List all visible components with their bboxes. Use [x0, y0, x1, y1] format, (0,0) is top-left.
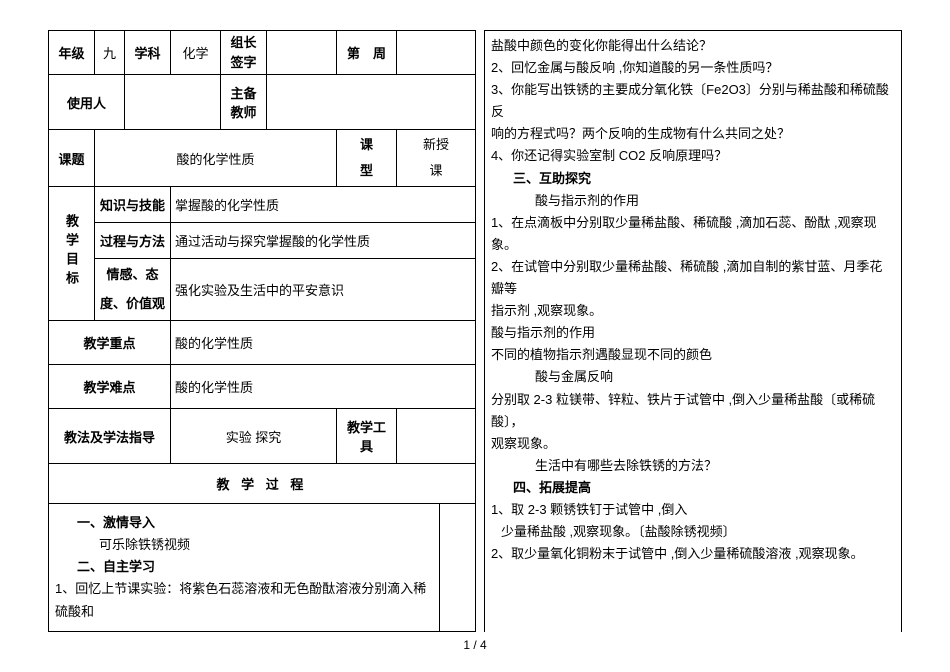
method-label: 教法及学法指导 — [49, 409, 171, 464]
focus-label: 教学重点 — [49, 321, 171, 365]
topic-label: 课题 — [49, 130, 95, 187]
process-right-margin — [439, 504, 475, 630]
r-s4-title: 四、拓展提高 — [491, 477, 895, 499]
grade-label: 年级 — [49, 31, 95, 75]
tools-value — [397, 409, 476, 464]
r-s3-sub: 酸与指示剂的作用 — [491, 190, 895, 212]
leader-value — [267, 31, 337, 75]
process-header: 教 学 过 程 — [48, 464, 476, 504]
r-s3-l3: 指示剂 ,观察现象。 — [491, 300, 895, 322]
r-s3-title: 三、互助探究 — [491, 168, 895, 190]
process-left-section: 一、激情导入 可乐除铁锈视频 二、自主学习 1、回忆上节课实验：将紫色石蕊溶液和… — [48, 504, 476, 631]
knowledge-label: 知识与技能 — [95, 187, 171, 223]
r-s3-l7: 观察现象。 — [491, 433, 895, 455]
difficulty-value: 酸的化学性质 — [171, 365, 476, 409]
knowledge-value: 掌握酸的化学性质 — [171, 187, 476, 223]
s1-line1: 可乐除铁锈视频 — [55, 534, 433, 556]
week-label: 第 周 — [337, 31, 397, 75]
r-s4-l1: 1、取 2-3 颗锈铁钉于试管中 ,倒入 — [491, 499, 895, 521]
tools-label: 教学工具 — [337, 409, 397, 464]
r-l1: 盐酸中颜色的变化你能得出什么结论？ — [491, 35, 895, 57]
subject-label: 学科 — [125, 31, 171, 75]
r-s4-l3: 2、取少量氧化铜粉末于试管中 ,倒入少量稀硫酸溶液 ,观察现象。 — [491, 543, 895, 565]
s2-line1: 1、回忆上节课实验：将紫色石蕊溶液和无色酚酞溶液分别滴入稀硫酸和 — [55, 578, 433, 622]
main-teacher-value — [267, 75, 476, 130]
r-s3-l6: 分别取 2-3 粒镁带、锌粒、铁片于试管中 ,倒入少量稀盐酸〔或稀硫酸〕， — [491, 389, 895, 433]
r-l3: 3、你能写出铁锈的主要成分氧化铁〔Fe2O3〕分别与稀盐酸和稀硫酸反 — [491, 79, 895, 123]
leader-label: 组长签字 — [221, 31, 267, 75]
r-s3-sub2: 酸与金属反响 — [491, 366, 895, 388]
r-s3-l5: 不同的植物指示剂遇酸显现不同的颜色 — [491, 344, 895, 366]
r-s3-l8: 生活中有哪些去除铁锈的方法？ — [491, 455, 895, 477]
s1-title: 一、激情导入 — [55, 512, 433, 534]
user-label: 使用人 — [49, 75, 125, 130]
r-s3-l4: 酸与指示剂的作用 — [491, 322, 895, 344]
s2-title: 二、自主学习 — [55, 556, 433, 578]
emotion-label: 情感、态度、价值观 — [95, 259, 171, 321]
difficulty-label: 教学难点 — [49, 365, 171, 409]
r-l2: 2、回忆金属与酸反响 ,你知道酸的另一条性质吗？ — [491, 57, 895, 79]
focus-value: 酸的化学性质 — [171, 321, 476, 365]
page-number: 1 / 4 — [463, 638, 486, 652]
week-value — [397, 31, 476, 75]
method-value: 实验 探究 — [171, 409, 337, 464]
main-teacher-label: 主备教师 — [221, 75, 267, 130]
r-l4: 响的方程式吗？两个反响的生成物有什么共同之处？ — [491, 123, 895, 145]
objectives-label: 教学目标 — [49, 187, 95, 321]
r-s3-l1: 1、在点滴板中分别取少量稀盐酸、稀硫酸 ,滴加石蕊、酚酞 ,观察现象。 — [491, 212, 895, 256]
class-type-label: 课型 — [337, 130, 397, 187]
grade-value: 九 — [95, 31, 125, 75]
r-s4-l2: 少量稀盐酸 ,观察现象。〔盐酸除锈视频〕 — [491, 521, 895, 543]
class-type-value: 新授课 — [397, 130, 476, 187]
r-l5: 4、你还记得实验室制 CO2 反响原理吗？ — [491, 145, 895, 167]
process-method-value: 通过活动与探究掌握酸的化学性质 — [171, 223, 476, 259]
right-column: 盐酸中颜色的变化你能得出什么结论？ 2、回忆金属与酸反响 ,你知道酸的另一条性质… — [484, 30, 902, 632]
emotion-value: 强化实验及生活中的平安意识 — [171, 259, 476, 321]
subject-value: 化学 — [171, 31, 221, 75]
topic-value: 酸的化学性质 — [95, 130, 337, 187]
r-s3-l2: 2、在试管中分别取少量稀盐酸、稀硫酸 ,滴加自制的紫甘蓝、月季花瓣等 — [491, 256, 895, 300]
user-value — [125, 75, 221, 130]
process-method-label: 过程与方法 — [95, 223, 171, 259]
